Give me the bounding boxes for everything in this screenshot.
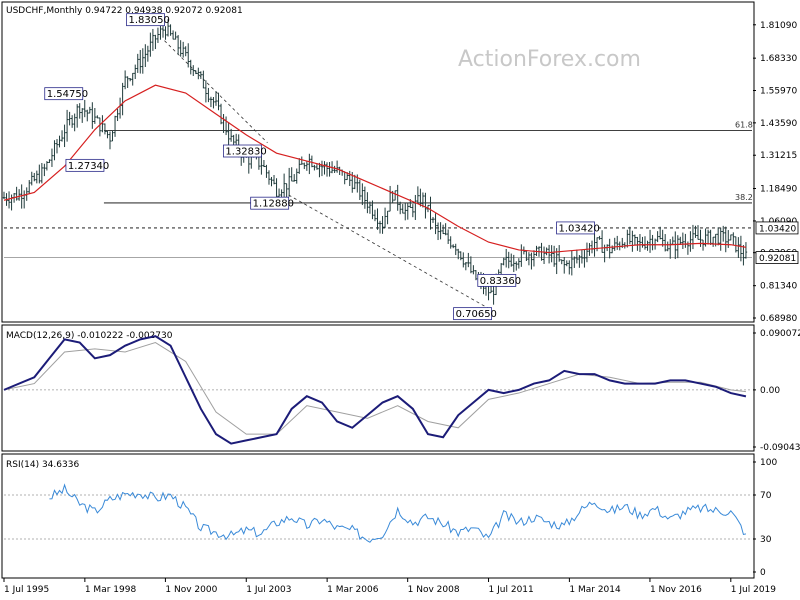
price-panel-frame bbox=[1, 1, 755, 323]
price-y-tick-label: 0.68980 bbox=[760, 314, 797, 324]
swing-box bbox=[126, 13, 165, 27]
x-tick-label: 1 Nov 2000 bbox=[165, 585, 217, 595]
price-y-tick-label: 1.43590 bbox=[760, 119, 797, 129]
swing-label: 1.27340 bbox=[68, 161, 109, 172]
swing-box bbox=[44, 87, 84, 101]
price-y-tick-label: 1.55970 bbox=[760, 86, 797, 96]
price-y-tick-label: 1.81090 bbox=[760, 21, 797, 31]
macd-line bbox=[3, 335, 747, 445]
x-tick-label: 1 Jul 2011 bbox=[489, 585, 534, 595]
macd-y-tick-label: 0.00 bbox=[760, 386, 780, 396]
x-tick-label: 1 Mar 1998 bbox=[85, 585, 137, 595]
macd-title: MACD(12,26,9) -0.010222 -0.002730 bbox=[6, 331, 173, 341]
swing-label: 0.70650 bbox=[456, 309, 497, 320]
axis-layer: 1.81090 1.68330 1.55970 1.43590 1.31215 1.184… bbox=[3, 21, 800, 595]
rsi-y-tick-label: 0 bbox=[760, 568, 766, 578]
fib-label: 38.2 bbox=[735, 193, 753, 202]
x-tick-label: 1 Jul 1995 bbox=[4, 585, 49, 595]
price-tag-label: 1.03420 bbox=[759, 224, 796, 234]
rsi-y-tick-label: 70 bbox=[760, 491, 772, 501]
x-tick-label: 1 Nov 2016 bbox=[650, 585, 702, 595]
x-tick-label: 1 Nov 2008 bbox=[408, 585, 460, 595]
macd-signal-line bbox=[3, 341, 746, 435]
swing-label: 1.83050 bbox=[129, 15, 170, 26]
swing-box bbox=[453, 307, 492, 321]
swing-label: 1.54750 bbox=[47, 89, 88, 100]
macd-layer bbox=[3, 335, 752, 445]
swing-box bbox=[65, 158, 105, 172]
x-tick-label: 1 Jul 2003 bbox=[246, 585, 291, 595]
price-layer: 61.8 38.2 1.83050 1.54750 1.27340 1.32830 1.12… bbox=[2, 13, 753, 321]
macd-panel-frame bbox=[1, 324, 755, 452]
price-y-tick-label: 0.81340 bbox=[760, 282, 797, 292]
swing-label: 0.83360 bbox=[480, 276, 521, 287]
macd-y-tick-label: -0.090435 bbox=[760, 443, 800, 453]
price-y-tick-label: 1.18490 bbox=[760, 185, 797, 195]
price-tag-box bbox=[755, 221, 799, 235]
rsi-y-tick-label: 30 bbox=[760, 535, 772, 545]
price-tag-label: 0.92081 bbox=[759, 254, 796, 264]
rsi-title: RSI(14) 34.6336 bbox=[6, 460, 79, 470]
fib-label: 61.8 bbox=[735, 121, 753, 130]
x-tick-label: 1 Jul 2019 bbox=[731, 585, 776, 595]
swing-box bbox=[477, 273, 517, 287]
chart-title: USDCHF,Monthly 0.94722 0.94938 0.92072 0… bbox=[6, 6, 243, 16]
swing-label: 1.12880 bbox=[253, 199, 294, 210]
price-y-tick-label: 1.31215 bbox=[760, 151, 797, 161]
price-tag-box bbox=[755, 251, 799, 264]
rsi-line bbox=[49, 483, 747, 543]
swing-label: 1.32830 bbox=[225, 147, 266, 158]
swing-label: 1.03420 bbox=[559, 223, 600, 234]
x-tick-label: 1 Mar 2006 bbox=[327, 585, 379, 595]
swing-box bbox=[250, 196, 290, 210]
watermark: ActionForex.com bbox=[458, 47, 641, 72]
price-y-tick-label: 1.68330 bbox=[760, 54, 797, 64]
swing-box bbox=[556, 221, 595, 235]
rsi-y-tick-label: 100 bbox=[760, 458, 777, 468]
trend-line-lower bbox=[288, 194, 492, 311]
x-tick-label: 1 Mar 2014 bbox=[569, 585, 621, 595]
macd-y-tick-label: 0.090072 bbox=[760, 329, 800, 339]
rsi-panel-frame bbox=[1, 453, 755, 579]
rsi-layer bbox=[4, 483, 752, 543]
moving-average-line bbox=[3, 84, 747, 254]
swing-box bbox=[223, 144, 262, 158]
